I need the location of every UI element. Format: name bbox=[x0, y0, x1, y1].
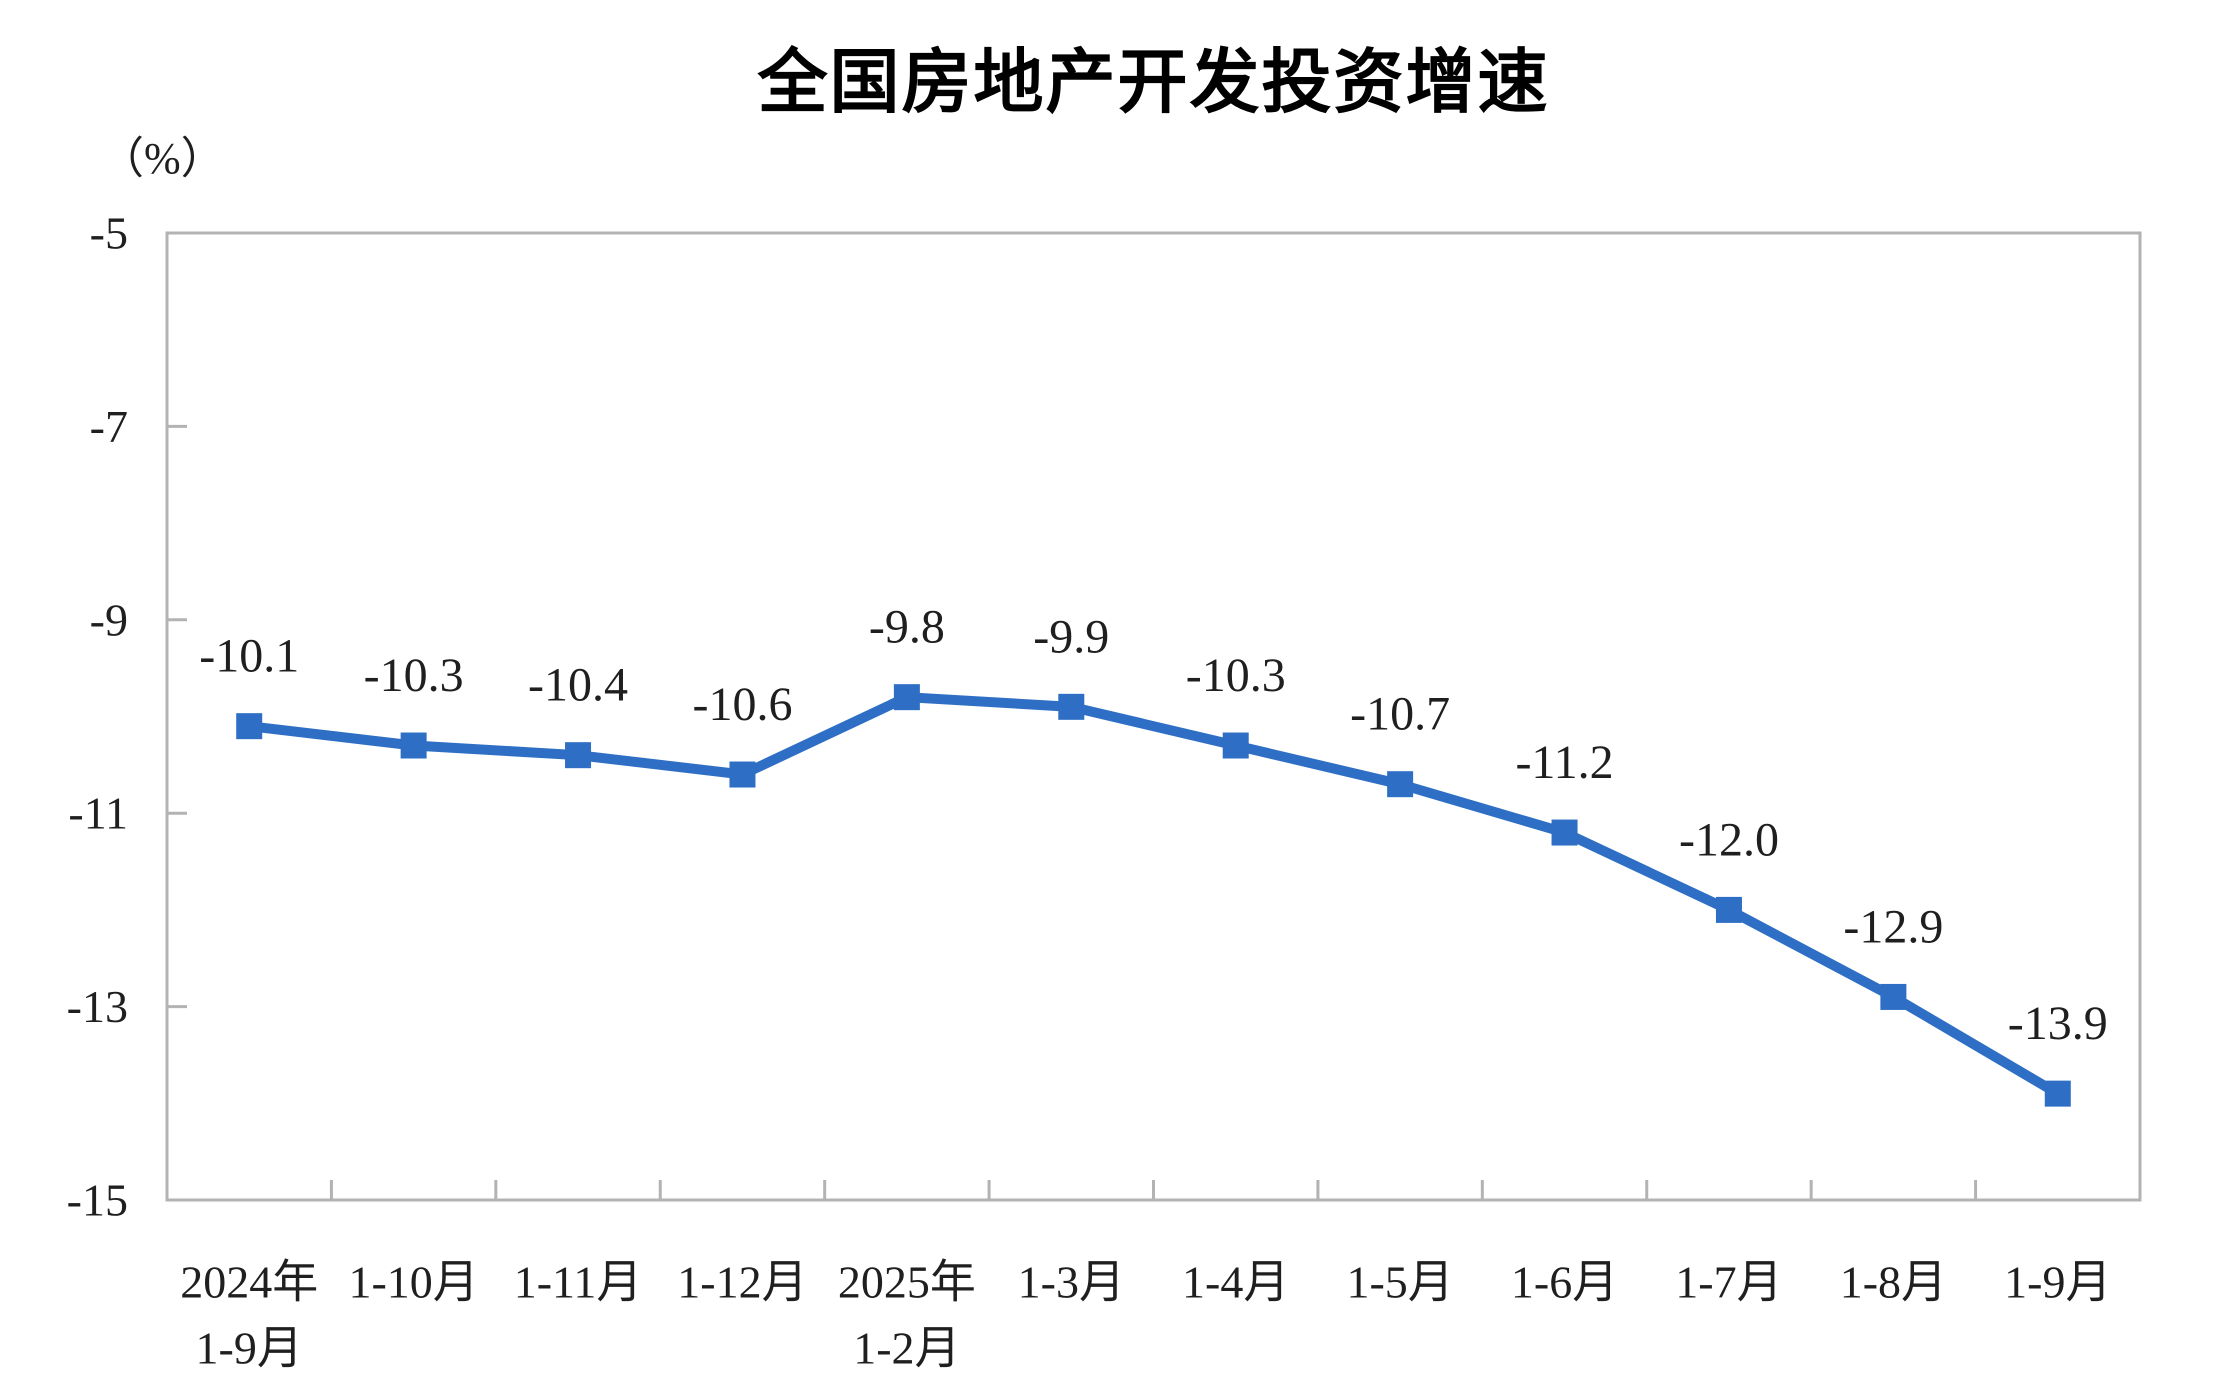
y-axis-unit-label: （%） bbox=[100, 134, 225, 183]
data-point-label: -10.4 bbox=[528, 659, 628, 712]
series-line bbox=[248, 692, 2061, 1098]
data-point-marker bbox=[1058, 693, 1085, 720]
data-point-label: -12.0 bbox=[1679, 813, 1779, 866]
data-series bbox=[236, 684, 2071, 1107]
data-point-marker bbox=[236, 713, 263, 740]
x-axis-category-label: 1-8月 bbox=[1840, 1257, 1947, 1308]
y-axis-tick-label: -5 bbox=[90, 208, 128, 259]
y-axis-tick-label: -11 bbox=[68, 788, 128, 839]
y-axis-tick-label: -9 bbox=[90, 594, 128, 645]
data-point-label: -10.3 bbox=[364, 649, 464, 702]
y-axis-tick-label: -15 bbox=[67, 1175, 128, 1226]
y-axis-tick-label: -7 bbox=[90, 401, 128, 452]
data-point-marker bbox=[1715, 896, 1742, 923]
x-axis-category-label: 1-4月 bbox=[1182, 1257, 1289, 1308]
x-axis-labels: 2024年 1-9月 1-10月 1-11月 1-12月 2025年 1-2月 1-3月 1-4… bbox=[180, 1257, 2111, 1374]
data-point-marker bbox=[1880, 983, 1907, 1010]
data-labels: -10.1 -10.3 -10.4 -10.6 -9.8 -9.9 -10.3 -10.7 -1… bbox=[199, 601, 2108, 1050]
plot-area-border bbox=[165, 231, 2142, 1202]
data-point-label: -11.2 bbox=[1515, 736, 1613, 789]
data-point-marker bbox=[1387, 771, 1414, 798]
x-axis-category-label: 1-5月 bbox=[1346, 1257, 1453, 1308]
data-point-marker bbox=[2044, 1080, 2071, 1107]
x-axis-category-label: 2025年 bbox=[838, 1257, 976, 1308]
data-point-marker bbox=[400, 732, 427, 759]
data-point-label: -10.7 bbox=[1350, 688, 1450, 741]
x-axis-category-label: 1-10月 bbox=[348, 1257, 478, 1308]
x-axis-category-label: 2024年 bbox=[180, 1257, 318, 1308]
x-axis-category-label: 1-3月 bbox=[1018, 1257, 1125, 1308]
x-axis-category-label: 1-12月 bbox=[677, 1257, 807, 1308]
x-axis-category-label: 1-7月 bbox=[1675, 1257, 1782, 1308]
data-point-label: -9.8 bbox=[869, 601, 945, 654]
y-axis-tick-label: -13 bbox=[67, 981, 128, 1032]
data-point-label: -12.9 bbox=[1843, 900, 1943, 953]
data-point-marker bbox=[565, 742, 592, 769]
data-point-label: -10.1 bbox=[199, 630, 299, 683]
data-point-marker bbox=[1551, 819, 1578, 846]
data-point-marker bbox=[1222, 732, 1249, 759]
data-point-label: -13.9 bbox=[2008, 997, 2108, 1050]
data-point-marker bbox=[893, 684, 920, 711]
x-axis-category-label: 1-9月 bbox=[2004, 1257, 2111, 1308]
x-axis-category-label: 1-6月 bbox=[1511, 1257, 1618, 1308]
data-point-label: -9.9 bbox=[1033, 610, 1109, 663]
data-point-marker bbox=[729, 761, 756, 788]
x-axis bbox=[329, 1180, 1978, 1200]
x-axis-category-label: 1-9月 bbox=[196, 1323, 303, 1374]
x-axis-category-label: 1-2月 bbox=[853, 1323, 960, 1374]
chart-title: 全国房地产开发投资增速 bbox=[757, 43, 1550, 121]
data-point-label: -10.3 bbox=[1186, 649, 1286, 702]
y-axis: -5 -7 -9 -11 -13 -15 bbox=[67, 208, 187, 1226]
x-axis-category-label: 1-11月 bbox=[514, 1257, 643, 1308]
data-point-label: -10.6 bbox=[692, 678, 792, 731]
